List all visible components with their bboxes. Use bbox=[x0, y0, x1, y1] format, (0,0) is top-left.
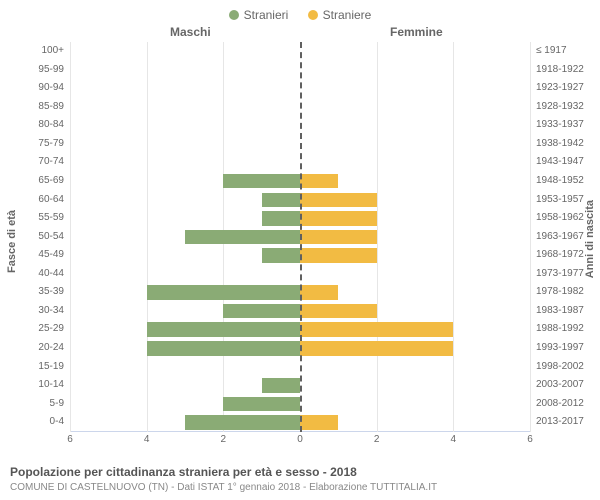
birth-year-label: 1963-1967 bbox=[530, 228, 584, 247]
bar-female bbox=[300, 304, 377, 319]
age-label: 80-84 bbox=[38, 116, 70, 135]
bar-male bbox=[185, 415, 300, 430]
population-pyramid-chart: Stranieri Straniere Maschi Femmine Fasce… bbox=[0, 0, 600, 500]
bar-female bbox=[300, 193, 377, 208]
x-tick-label: 4 bbox=[144, 434, 150, 445]
birth-year-label: 1968-1972 bbox=[530, 246, 584, 265]
legend: Stranieri Straniere bbox=[0, 0, 600, 25]
birth-year-label: 1928-1932 bbox=[530, 98, 584, 117]
x-tick-label: 6 bbox=[67, 434, 73, 445]
age-label: 85-89 bbox=[38, 98, 70, 117]
legend-label-female: Straniere bbox=[323, 8, 372, 22]
age-label: 90-94 bbox=[38, 79, 70, 98]
age-label: 55-59 bbox=[38, 209, 70, 228]
x-tick-label: 2 bbox=[374, 434, 380, 445]
bar-male bbox=[262, 211, 300, 226]
birth-year-label: 1958-1962 bbox=[530, 209, 584, 228]
birth-year-label: 1998-2002 bbox=[530, 358, 584, 377]
bar-male bbox=[262, 193, 300, 208]
birth-year-label: 1983-1987 bbox=[530, 302, 584, 321]
birth-year-label: 2013-2017 bbox=[530, 413, 584, 432]
age-label: 60-64 bbox=[38, 191, 70, 210]
age-label: 95-99 bbox=[38, 61, 70, 80]
birth-year-label: 1978-1982 bbox=[530, 283, 584, 302]
bar-male bbox=[262, 248, 300, 263]
age-label: 35-39 bbox=[38, 283, 70, 302]
bar-female bbox=[300, 415, 338, 430]
bar-male bbox=[147, 285, 300, 300]
zero-line bbox=[300, 42, 302, 432]
bar-female bbox=[300, 341, 453, 356]
bar-female bbox=[300, 248, 377, 263]
bar-female bbox=[300, 285, 338, 300]
chart-footer: Popolazione per cittadinanza straniera p… bbox=[10, 464, 437, 494]
birth-year-label: 1973-1977 bbox=[530, 265, 584, 284]
bar-female bbox=[300, 322, 453, 337]
legend-item-male: Stranieri bbox=[229, 8, 289, 22]
birth-year-label: 1918-1922 bbox=[530, 61, 584, 80]
birth-year-label: 1988-1992 bbox=[530, 320, 584, 339]
x-tick-label: 2 bbox=[221, 434, 227, 445]
birth-year-label: 1943-1947 bbox=[530, 153, 584, 172]
legend-item-female: Straniere bbox=[308, 8, 372, 22]
age-label: 65-69 bbox=[38, 172, 70, 191]
age-label: 100+ bbox=[41, 42, 70, 61]
age-label: 70-74 bbox=[38, 153, 70, 172]
age-label: 20-24 bbox=[38, 339, 70, 358]
y-axis-title-right: Anni di nascita bbox=[584, 200, 596, 278]
age-label: 30-34 bbox=[38, 302, 70, 321]
birth-year-label: 1948-1952 bbox=[530, 172, 584, 191]
bar-male bbox=[223, 174, 300, 189]
age-label: 5-9 bbox=[50, 395, 70, 414]
birth-year-label: 1938-1942 bbox=[530, 135, 584, 154]
bar-male bbox=[223, 397, 300, 412]
bar-male bbox=[147, 341, 300, 356]
birth-year-label: 1933-1937 bbox=[530, 116, 584, 135]
birth-year-label: 1993-1997 bbox=[530, 339, 584, 358]
x-tick-label: 4 bbox=[451, 434, 457, 445]
legend-swatch-female bbox=[308, 10, 318, 20]
age-label: 25-29 bbox=[38, 320, 70, 339]
y-axis-title-left: Fasce di età bbox=[6, 210, 18, 273]
age-label: 50-54 bbox=[38, 228, 70, 247]
birth-year-label: 1923-1927 bbox=[530, 79, 584, 98]
age-label: 45-49 bbox=[38, 246, 70, 265]
x-tick-label: 0 bbox=[297, 434, 303, 445]
bar-female bbox=[300, 211, 377, 226]
birth-year-label: 2008-2012 bbox=[530, 395, 584, 414]
column-headers: Maschi Femmine bbox=[0, 25, 600, 41]
bar-female bbox=[300, 174, 338, 189]
birth-year-label: 2003-2007 bbox=[530, 376, 584, 395]
bar-male bbox=[185, 230, 300, 245]
age-label: 10-14 bbox=[38, 376, 70, 395]
bar-male bbox=[223, 304, 300, 319]
footer-subtitle: COMUNE DI CASTELNUOVO (TN) - Dati ISTAT … bbox=[10, 481, 437, 495]
birth-year-label: ≤ 1917 bbox=[530, 42, 567, 61]
footer-title: Popolazione per cittadinanza straniera p… bbox=[10, 464, 437, 480]
header-female: Femmine bbox=[390, 25, 443, 39]
bar-female bbox=[300, 230, 377, 245]
bar-male bbox=[147, 322, 300, 337]
age-label: 15-19 bbox=[38, 358, 70, 377]
age-label: 75-79 bbox=[38, 135, 70, 154]
header-male: Maschi bbox=[170, 25, 211, 39]
birth-year-label: 1953-1957 bbox=[530, 191, 584, 210]
legend-label-male: Stranieri bbox=[244, 8, 289, 22]
age-label: 40-44 bbox=[38, 265, 70, 284]
plot-area: 6420246100+≤ 191795-991918-192290-941923… bbox=[70, 42, 530, 432]
age-label: 0-4 bbox=[50, 413, 70, 432]
bar-male bbox=[262, 378, 300, 393]
legend-swatch-male bbox=[229, 10, 239, 20]
x-tick-label: 6 bbox=[527, 434, 533, 445]
